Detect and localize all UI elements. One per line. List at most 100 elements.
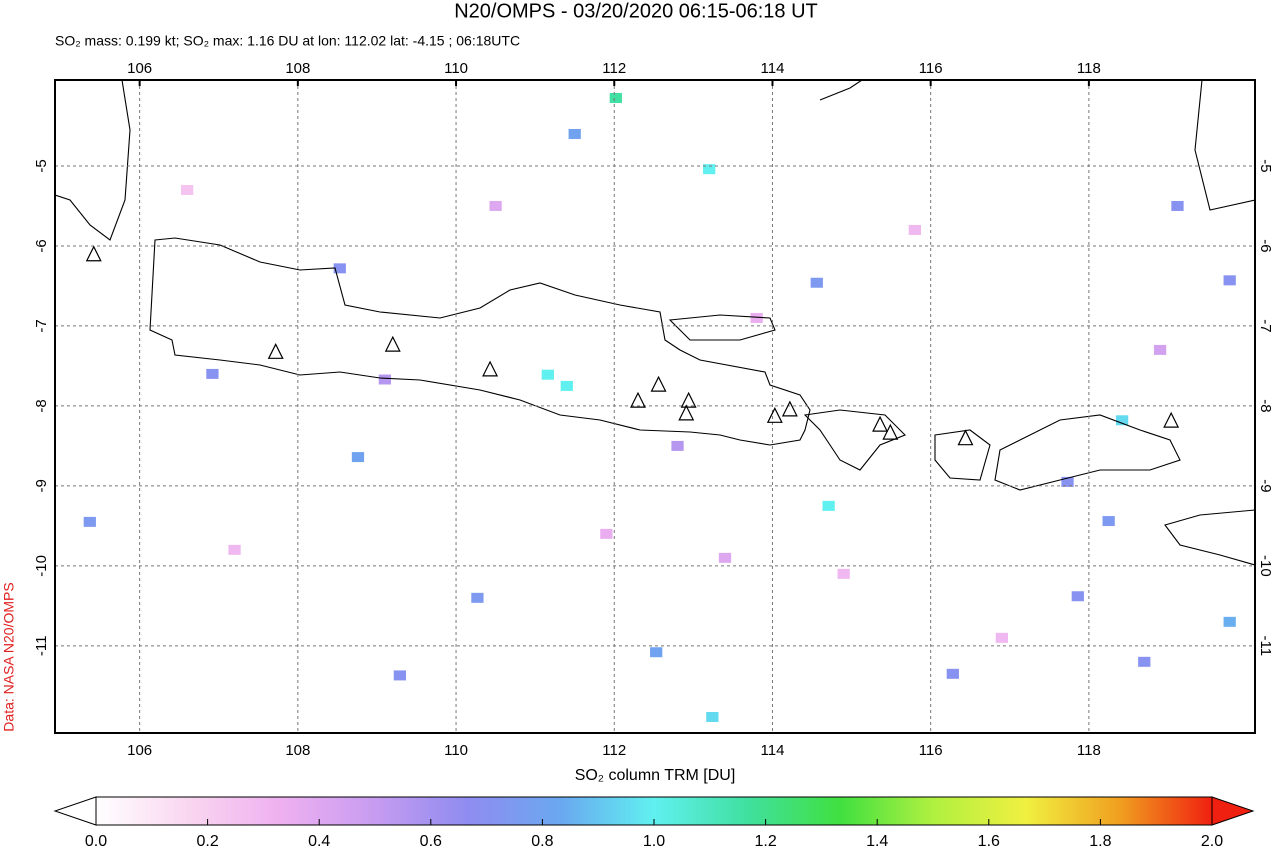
so2-pixel [1223,275,1236,286]
x-tick-label: 112 [602,742,626,759]
coast-sumba [1164,509,1255,566]
so2-pixel [822,500,835,511]
volcano [482,360,499,377]
y-tick-label: -6 [1257,239,1272,252]
x-tick-label: 116 [919,742,943,759]
x-tick-label: 110 [444,60,468,77]
colorbar-tick-label: 1.2 [754,833,776,850]
so2-pixel [718,552,732,563]
so2-pixel [393,670,407,681]
volcano [872,415,889,432]
colorbar-tick-label: 1.8 [1089,833,1111,850]
colorbar-tick-label: 1.0 [643,833,665,850]
x-tick-label: 112 [602,60,626,77]
so2-pixel [810,277,823,288]
volcano [781,400,798,417]
colorbar-tick-label: 1.6 [978,833,1000,850]
colorbar-tick-label: 2.0 [1201,833,1223,850]
colorbar-tick-label: 0.0 [85,833,107,850]
so2-pixel [180,184,194,195]
so2-pixel [650,647,663,658]
so2-pixel [560,380,573,391]
subtitle: SO₂ mass: 0.199 kt; SO₂ max: 1.16 DU at … [55,33,520,49]
coast-madura [668,314,776,341]
colorbar-over-arrow [1211,796,1255,826]
x-tick-label: 118 [1077,60,1101,77]
volcano [650,375,667,392]
so2-pixel [351,452,365,463]
so2-pixel [908,224,921,235]
colorbar-label: SO₂ column TRM [DU] [575,767,736,784]
colorbar-under-arrow [53,796,97,826]
x-tick-label: 118 [1077,742,1101,759]
x-tick-label: 116 [919,60,943,77]
colorbar-tick-label: 0.8 [531,833,553,850]
title: N20/OMPS - 03/20/2020 06:15-06:18 UT [454,0,818,22]
y-tick-label: -10 [33,555,50,577]
volcano [957,429,974,446]
y-tick-label: -8 [1257,399,1272,412]
so2-pixel [995,632,1008,643]
y-tick-label: -8 [33,399,50,412]
x-tick-label: 108 [285,60,310,77]
x-tick-label: 114 [761,60,785,77]
volcano [384,335,401,352]
so2-pixel [228,544,241,555]
y-tick-label: -11 [33,636,50,657]
so2-pixel [568,128,581,139]
side-label: Data: NASA N20/OMPS [1,582,17,731]
x-tick-label: 114 [761,742,785,759]
y-tick-label: -11 [1257,636,1272,657]
coast-bali [803,409,906,471]
so2-pixel [378,374,391,385]
y-tick-label: -7 [33,319,50,332]
x-tick-label: 108 [285,742,310,759]
volcano [1163,411,1180,428]
colorbar-tick-label: 0.6 [420,833,442,850]
so2-pixel [471,592,484,603]
y-tick-label: -10 [1257,555,1272,577]
so2-pixel [600,528,613,539]
so2-pixel [206,368,219,379]
so2-pixel [489,200,502,211]
so2-pixel [1102,516,1115,527]
coast-sumatra [55,80,131,241]
so2-pixel [703,164,716,175]
so2-pixel [946,668,959,679]
so2-pixel [1061,476,1074,487]
x-tick-label: 110 [444,742,468,759]
so2-pixel [609,92,622,103]
volcano [678,404,695,421]
volcano [680,391,697,408]
so2-pixel [1071,591,1084,602]
so2-pixel [1171,200,1184,211]
so2-pixel [541,369,554,380]
so2-pixel [1153,344,1167,355]
y-tick-label: -6 [33,239,50,252]
pixel-layer [83,92,1236,723]
volcano [85,245,102,262]
so2-pixel [1115,415,1129,426]
so2-pixel [750,312,763,323]
volcano [267,342,284,359]
volcano [882,423,899,440]
colorbar-tick-label: 0.4 [308,833,330,850]
coast-java [149,237,811,446]
so2-pixel [706,712,719,723]
y-tick-label: -5 [33,159,50,172]
so2-pixel [83,516,96,527]
map-frame [54,79,1256,734]
coastlines [55,80,1255,566]
colorbar-tick-label: 0.2 [196,833,218,850]
y-tick-label: -9 [1257,479,1272,492]
coast-sumbawa [994,414,1181,491]
so2-pixel [1223,616,1236,627]
coast-borneo [819,80,863,101]
coast-sulawesi [1194,80,1255,211]
y-tick-label: -9 [33,479,50,492]
so2-pixel [837,568,850,579]
volcano [630,391,646,408]
so2-pixel [1138,656,1151,667]
